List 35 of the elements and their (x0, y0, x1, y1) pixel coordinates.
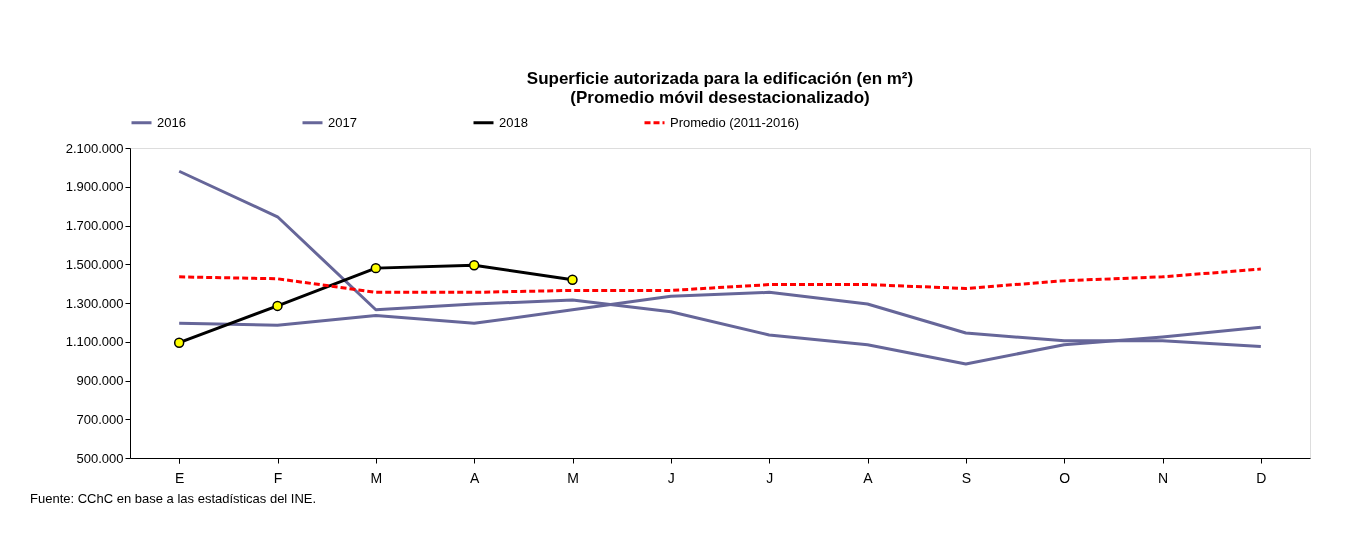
legend-label: Promedio (2011-2016) (670, 114, 800, 130)
point (468, 260, 480, 271)
y-tick-label: 900.000 (76, 373, 124, 388)
x-tick-label: M (567, 469, 579, 486)
point (272, 300, 283, 312)
y-tick-label: 1.700.000 (65, 218, 124, 233)
x-tick-label: S (961, 469, 972, 486)
y-tick-label: 1.300.000 (65, 295, 124, 311)
line-series (177, 169, 1263, 366)
text: (Promedio móvil desestacionalizado) (570, 88, 870, 107)
x-tick-label: N (1157, 469, 1169, 486)
point (370, 262, 382, 274)
x-tick-label: M (370, 469, 383, 486)
x-tick-label: O (1059, 469, 1071, 486)
y-tick-label: 2.100.000 (65, 140, 124, 156)
x-tick-label: F (273, 469, 283, 486)
y-tick-label: 1.900.000 (65, 179, 124, 195)
legend-label: 2016 (157, 114, 186, 130)
y-tick-label: 700.000 (76, 411, 124, 427)
legend-label: 2017 (328, 114, 357, 130)
y-tick-label: 1.500.000 (65, 256, 124, 272)
x-tick-label: J (667, 469, 675, 486)
x-tick-label: D (1256, 469, 1267, 486)
source-note: Fuente: CChC en base a las estadísticas del INE. (30, 491, 317, 506)
text: Superficie autorizada para la edificación (en m²) (526, 69, 914, 88)
legend-label: 2018 (499, 114, 528, 130)
x-tick-label: A (863, 469, 874, 486)
x-tick-label: A (469, 469, 480, 486)
x-tick-label: J (766, 469, 774, 486)
point (567, 274, 578, 285)
x-tick-label: E (174, 469, 185, 486)
point (173, 337, 185, 348)
y-tick-label: 1.100.000 (65, 334, 124, 350)
line-series (177, 267, 1263, 294)
y-tick-label: 500.000 (76, 450, 124, 466)
